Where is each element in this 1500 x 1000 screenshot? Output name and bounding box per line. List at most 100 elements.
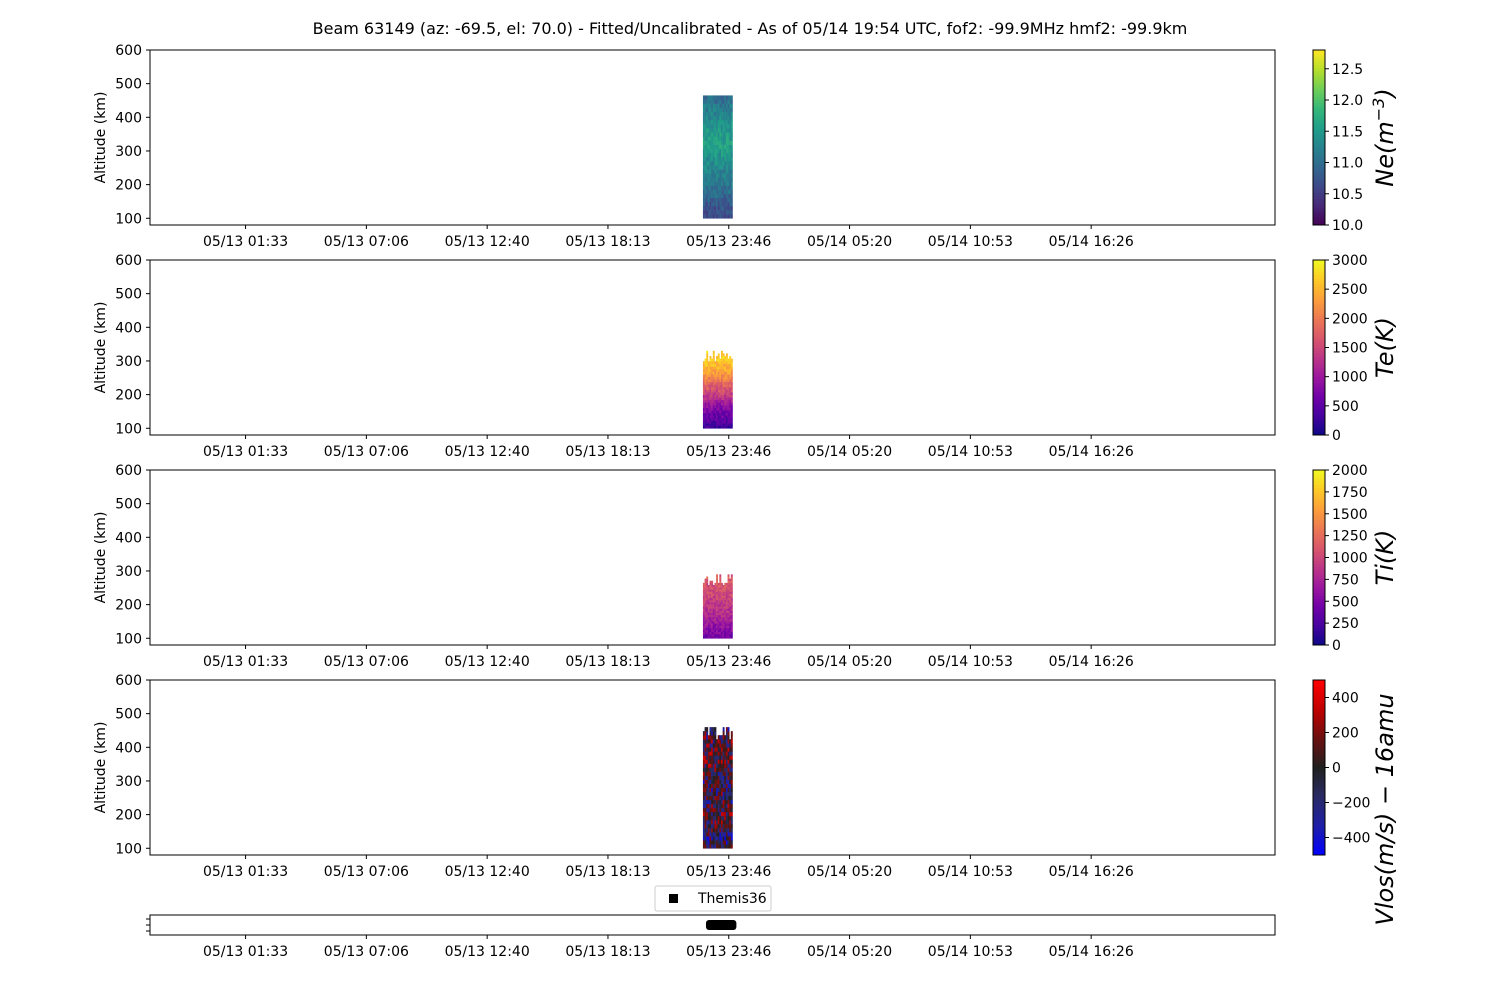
heatmap-cell [712,160,715,166]
heatmap-cell [711,389,714,393]
heatmap-cell [725,844,728,849]
x-tick-label: 05/13 23:46 [686,864,771,880]
heatmap-cell [730,623,733,626]
heatmap-cell [704,836,707,841]
heatmap-cell [707,739,710,744]
heatmap-cell [725,610,728,613]
heatmap-cell [729,811,732,817]
heatmap-cell [706,95,709,100]
heatmap-cell [714,623,717,626]
colorbar-step [1313,820,1325,824]
heatmap-cell [716,591,719,594]
heatmap-cell [720,156,723,162]
heatmap-cell [727,397,730,401]
heatmap-cell [724,415,727,419]
heatmap-cell [717,791,720,797]
heatmap-cell [717,363,720,367]
colorbar-step [1313,152,1325,156]
heatmap-cell [719,787,722,793]
heatmap-cell [704,193,707,199]
heatmap-cell [711,358,714,362]
timeline-segment [705,920,737,930]
heatmap-cell [712,755,715,760]
heatmap-cell [729,593,732,596]
heatmap-cell [724,197,727,203]
heatmap-cell [717,739,720,744]
heatmap-cell [716,120,719,125]
heatmap-cell [722,415,725,419]
heatmap-cell [712,807,715,813]
heatmap-cell [709,169,712,174]
heatmap-cell [720,799,723,805]
colorbar-step [1313,303,1325,308]
heatmap-cell [704,173,707,178]
heatmap-cell [727,795,730,801]
heatmap-cell [724,763,727,768]
heatmap-cell [725,374,728,377]
colorbar-step [1313,216,1325,220]
heatmap-cell [702,193,705,199]
heatmap-cell [712,140,715,145]
heatmap-cell [730,629,733,633]
heatmap-cell [720,165,723,170]
heatmap-cell [719,420,722,424]
heatmap-cell [730,197,733,203]
heatmap-cell [729,181,732,186]
colorbar-step [1313,586,1325,591]
x-tick-label: 05/14 05:20 [807,444,892,460]
heatmap-cell [709,584,712,588]
heatmap-cell [719,629,722,633]
heatmap-cell [722,587,725,590]
heatmap-cell [709,836,712,841]
heatmap-cell [722,815,725,821]
heatmap-cell [711,599,714,603]
colorbar-step [1313,79,1325,83]
heatmap-cell [709,803,712,809]
heatmap-cell [702,739,705,744]
heatmap-cell [714,389,717,393]
heatmap-cell [722,412,725,416]
heatmap-cell [711,820,714,825]
heatmap-cell [725,402,728,406]
heatmap-cell [730,616,733,620]
heatmap-cell [704,189,707,194]
heatmap-cell [730,576,733,579]
heatmap-cell [719,363,722,367]
heatmap-cell [704,128,707,133]
colorbar-step [1313,376,1325,381]
colorbar-step [1313,817,1325,821]
heatmap-cell [712,205,715,211]
heatmap-cell [706,783,709,788]
heatmap-cell [720,634,723,637]
heatmap-cell [709,775,712,780]
heatmap-cell [709,371,712,375]
heatmap-cell [729,412,732,416]
heatmap-cell [704,144,707,149]
heatmap-cell [702,376,705,380]
heatmap-cell [711,107,714,113]
heatmap-cell [725,107,728,113]
heatmap-cell [725,625,728,628]
colorbar-step [1313,67,1325,71]
colorbar-tick-label: 0 [1332,761,1341,777]
heatmap-cell [725,755,728,760]
heatmap-cell [725,423,728,426]
heatmap-cell [712,173,715,178]
heatmap-cell [704,584,707,588]
heatmap-cell [714,189,717,194]
heatmap-cell [717,397,720,401]
colorbar-tick-label: −200 [1332,796,1370,812]
heatmap-cell [725,381,728,385]
heatmap-cell [704,755,707,760]
heatmap-cell [729,747,732,752]
heatmap-cell [711,844,714,849]
heatmap-cell [719,423,722,426]
colorbar-step [1313,761,1325,766]
heatmap-cell [722,181,725,186]
heatmap-cell [707,593,710,596]
colorbar-step [1313,55,1325,60]
heatmap-cell [719,115,722,121]
heatmap-cell [711,840,714,845]
heatmap-cell [704,201,707,207]
heatmap-cell [727,840,730,845]
